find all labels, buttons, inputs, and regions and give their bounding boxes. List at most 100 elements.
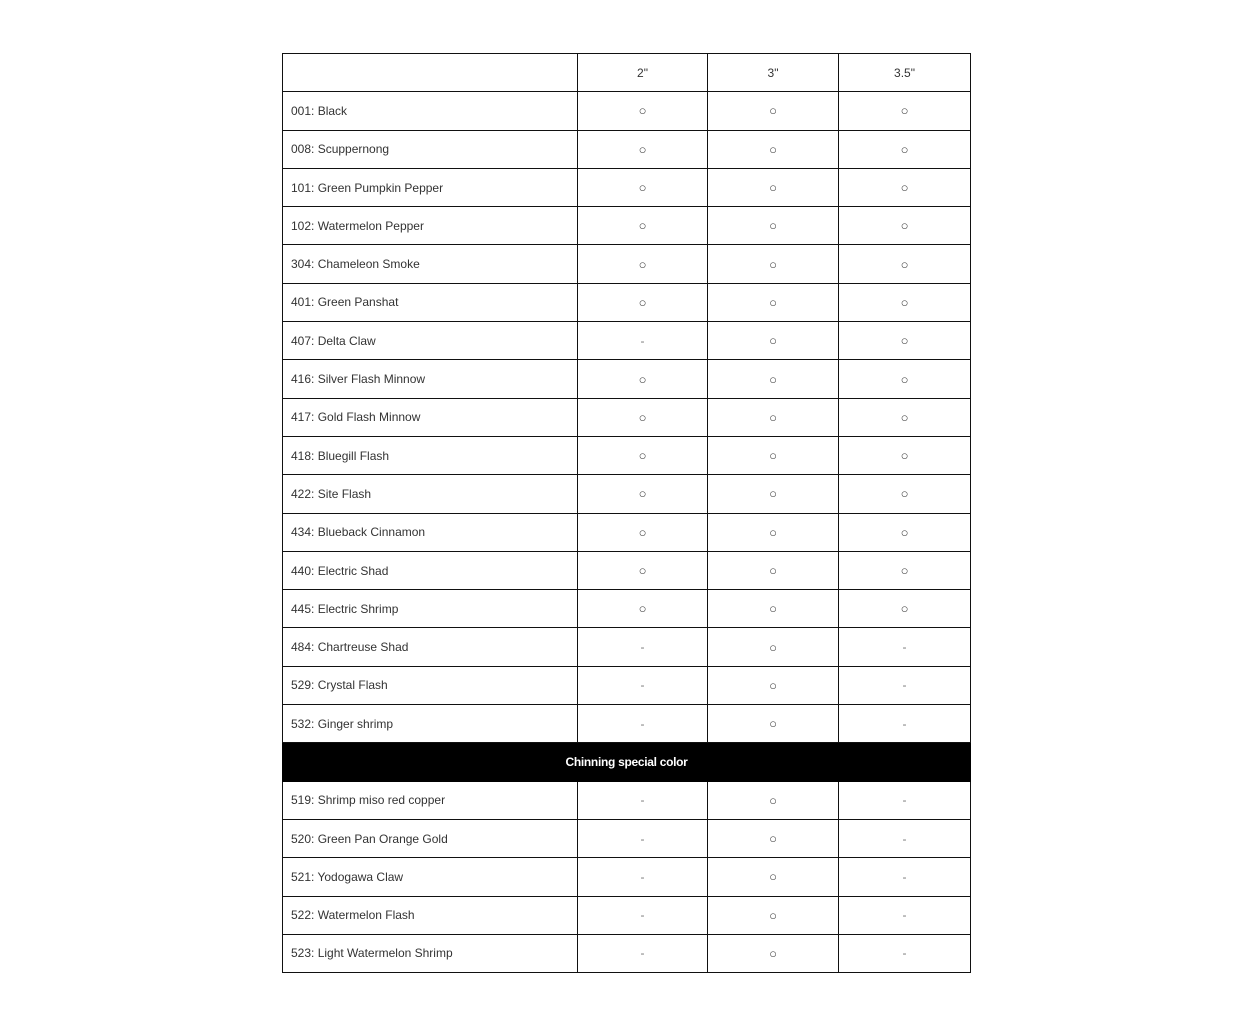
- available-cell: ○: [707, 359, 839, 399]
- available-cell: ○: [707, 589, 839, 629]
- table-row: 416: Silver Flash Minnow ○ ○ ○: [282, 359, 971, 399]
- color-name-cell: 519: Shrimp miso red copper: [282, 780, 578, 820]
- table-row: 520: Green Pan Orange Gold - ○ -: [282, 818, 971, 859]
- available-cell: ○: [707, 780, 839, 820]
- table-row: 407: Delta Claw - ○ ○: [282, 321, 971, 361]
- available-cell: ○: [838, 206, 971, 246]
- available-cell: ○: [577, 244, 708, 284]
- available-cell: ○: [707, 244, 839, 284]
- available-cell: ○: [577, 397, 708, 437]
- available-cell: ○: [707, 435, 839, 476]
- unavailable-cell: -: [838, 818, 971, 859]
- table-row: 521: Yodogawa Claw - ○ -: [282, 857, 971, 897]
- table-row: 401: Green Panshat ○ ○ ○: [282, 282, 971, 323]
- color-name-cell: 001: Black: [282, 91, 578, 131]
- unavailable-cell: -: [838, 665, 971, 706]
- color-name-cell: 522: Watermelon Flash: [282, 895, 578, 935]
- table-row: 417: Gold Flash Minnow ○ ○ ○: [282, 397, 971, 437]
- unavailable-cell: -: [838, 895, 971, 935]
- color-name-cell: 418: Bluegill Flash: [282, 435, 578, 476]
- table-row: 304: Chameleon Smoke ○ ○ ○: [282, 244, 971, 284]
- available-cell: ○: [838, 321, 971, 361]
- available-cell: ○: [838, 129, 971, 169]
- table-row: 445: Electric Shrimp ○ ○ ○: [282, 589, 971, 629]
- header-row: 2" 3" 3.5": [282, 52, 971, 93]
- color-name-cell: 521: Yodogawa Claw: [282, 857, 578, 897]
- color-name-cell: 304: Chameleon Smoke: [282, 244, 578, 284]
- color-name-cell: 407: Delta Claw: [282, 321, 578, 361]
- table-row: 519: Shrimp miso red copper - ○ -: [282, 780, 971, 820]
- color-name-cell: 422: Site Flash: [282, 474, 578, 514]
- color-name-cell: 445: Electric Shrimp: [282, 589, 578, 629]
- available-cell: ○: [838, 167, 971, 208]
- available-cell: ○: [577, 129, 708, 169]
- available-cell: ○: [577, 474, 708, 514]
- available-cell: ○: [707, 857, 839, 897]
- color-name-cell: 523: Light Watermelon Shrimp: [282, 933, 578, 974]
- available-cell: ○: [577, 91, 708, 131]
- table-row: 102: Watermelon Pepper ○ ○ ○: [282, 206, 971, 246]
- available-cell: ○: [838, 435, 971, 476]
- unavailable-cell: -: [577, 895, 708, 935]
- table-row: 001: Black ○ ○ ○: [282, 91, 971, 131]
- color-name-cell: 416: Silver Flash Minnow: [282, 359, 578, 399]
- unavailable-cell: -: [838, 933, 971, 974]
- unavailable-cell: -: [577, 933, 708, 974]
- table-row: 440: Electric Shad ○ ○ ○: [282, 550, 971, 591]
- color-name-cell: 520: Green Pan Orange Gold: [282, 818, 578, 859]
- available-cell: ○: [707, 397, 839, 437]
- available-cell: ○: [707, 704, 839, 744]
- unavailable-cell: -: [577, 818, 708, 859]
- color-name-cell: 434: Blueback Cinnamon: [282, 512, 578, 552]
- unavailable-cell: -: [838, 780, 971, 820]
- color-name-cell: 417: Gold Flash Minnow: [282, 397, 578, 437]
- unavailable-cell: -: [577, 665, 708, 706]
- available-cell: ○: [707, 818, 839, 859]
- available-cell: ○: [838, 474, 971, 514]
- color-name-cell: 484: Chartreuse Shad: [282, 627, 578, 667]
- available-cell: ○: [707, 627, 839, 667]
- available-cell: ○: [707, 550, 839, 591]
- available-cell: ○: [577, 550, 708, 591]
- available-cell: ○: [707, 474, 839, 514]
- unavailable-cell: -: [838, 627, 971, 667]
- table-row: 522: Watermelon Flash - ○ -: [282, 895, 971, 935]
- color-name-cell: 401: Green Panshat: [282, 282, 578, 323]
- unavailable-cell: -: [577, 780, 708, 820]
- table-row: 529: Crystal Flash - ○ -: [282, 665, 971, 706]
- color-name-cell: 102: Watermelon Pepper: [282, 206, 578, 246]
- color-name-cell: 529: Crystal Flash: [282, 665, 578, 706]
- available-cell: ○: [577, 435, 708, 476]
- available-cell: ○: [707, 321, 839, 361]
- available-cell: ○: [577, 359, 708, 399]
- header-cell: 2": [577, 52, 708, 93]
- available-cell: ○: [838, 589, 971, 629]
- table-row: 484: Chartreuse Shad - ○ -: [282, 627, 971, 667]
- available-cell: ○: [707, 933, 839, 974]
- available-cell: ○: [577, 282, 708, 323]
- available-cell: ○: [707, 895, 839, 935]
- table-row: 422: Site Flash ○ ○ ○: [282, 474, 971, 514]
- header-cell: 3": [707, 52, 839, 93]
- unavailable-cell: -: [838, 857, 971, 897]
- available-cell: ○: [577, 167, 708, 208]
- available-cell: ○: [707, 282, 839, 323]
- header-cell: 3.5": [838, 52, 971, 93]
- available-cell: ○: [707, 129, 839, 169]
- unavailable-cell: -: [577, 704, 708, 744]
- available-cell: ○: [707, 91, 839, 131]
- available-cell: ○: [577, 589, 708, 629]
- table-row: 532: Ginger shrimp - ○ -: [282, 704, 971, 744]
- header-cell: [282, 52, 578, 93]
- color-name-cell: 008: Scuppernong: [282, 129, 578, 169]
- available-cell: ○: [577, 512, 708, 552]
- available-cell: ○: [707, 206, 839, 246]
- table-row: 101: Green Pumpkin Pepper ○ ○ ○: [282, 167, 971, 208]
- available-cell: ○: [838, 512, 971, 552]
- available-cell: ○: [577, 206, 708, 246]
- available-cell: ○: [707, 512, 839, 552]
- table-row: 418: Bluegill Flash ○ ○ ○: [282, 435, 971, 476]
- available-cell: ○: [838, 244, 971, 284]
- unavailable-cell: -: [577, 627, 708, 667]
- unavailable-cell: -: [838, 704, 971, 744]
